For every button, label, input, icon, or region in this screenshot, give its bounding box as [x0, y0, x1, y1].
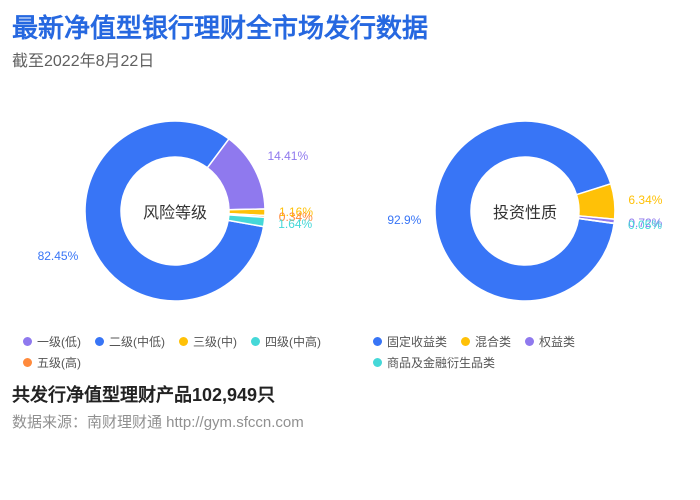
legend-label: 五级(高) [37, 354, 81, 371]
legend-label: 固定收益类 [387, 333, 447, 350]
slice-label: 6.34% [628, 193, 662, 207]
slice-label: 1.64% [278, 217, 312, 231]
slice-label: 92.9% [387, 213, 421, 227]
charts-row: 风险等级 82.45%14.41%1.16%0.34%1.64% 一级(低) 二级… [0, 71, 700, 371]
legend-label: 商品及金融衍生品类 [387, 354, 495, 371]
legend-swatch [23, 337, 32, 346]
legend-label: 权益类 [539, 333, 575, 350]
donut-invest: 投资性质 92.9%6.34%0.72%0.05% [415, 101, 635, 321]
legend-swatch [373, 337, 382, 346]
legend-item: 混合类 [461, 333, 511, 350]
slice-label: 0.05% [628, 218, 662, 232]
legend-item: 商品及金融衍生品类 [373, 354, 495, 371]
summary-text: 共发行净值型理财产品102,949只 [0, 371, 700, 407]
legend-swatch [23, 358, 32, 367]
legend-label: 三级(中) [193, 333, 237, 350]
page-subtitle: 截至2022年8月22日 [0, 45, 700, 71]
legend-item: 固定收益类 [373, 333, 447, 350]
page-title: 最新净值型银行理财全市场发行数据 [0, 0, 700, 45]
donut-risk: 风险等级 82.45%14.41%1.16%0.34%1.64% [65, 101, 285, 321]
legend-swatch [95, 337, 104, 346]
legend-item: 权益类 [525, 333, 575, 350]
legend-label: 四级(中高) [265, 333, 321, 350]
legend-label: 二级(中低) [109, 333, 165, 350]
legend-item: 一级(低) [23, 333, 81, 350]
legend-item: 五级(高) [23, 354, 81, 371]
donut-risk-center-label: 风险等级 [65, 101, 285, 321]
legend-label: 一级(低) [37, 333, 81, 350]
source-text: 数据来源：南财理财通 http://gym.sfccn.com [0, 407, 700, 432]
legend-swatch [251, 337, 260, 346]
legend-risk: 一级(低) 二级(中低) 三级(中) 四级(中高) 五级(高) [5, 321, 345, 371]
legend-label: 混合类 [475, 333, 511, 350]
chart-investment-type: 投资性质 92.9%6.34%0.72%0.05% 固定收益类 混合类 权益类商品及… [355, 81, 695, 371]
donut-invest-center-label: 投资性质 [415, 101, 635, 321]
chart-risk-level: 风险等级 82.45%14.41%1.16%0.34%1.64% 一级(低) 二级… [5, 81, 345, 371]
legend-item: 二级(中低) [95, 333, 165, 350]
legend-invest: 固定收益类 混合类 权益类商品及金融衍生品类 [355, 321, 695, 371]
legend-item: 四级(中高) [251, 333, 321, 350]
slice-label: 14.41% [267, 149, 308, 163]
legend-swatch [373, 358, 382, 367]
slice-label: 82.45% [38, 249, 79, 263]
legend-swatch [461, 337, 470, 346]
legend-item: 三级(中) [179, 333, 237, 350]
legend-swatch [179, 337, 188, 346]
legend-swatch [525, 337, 534, 346]
